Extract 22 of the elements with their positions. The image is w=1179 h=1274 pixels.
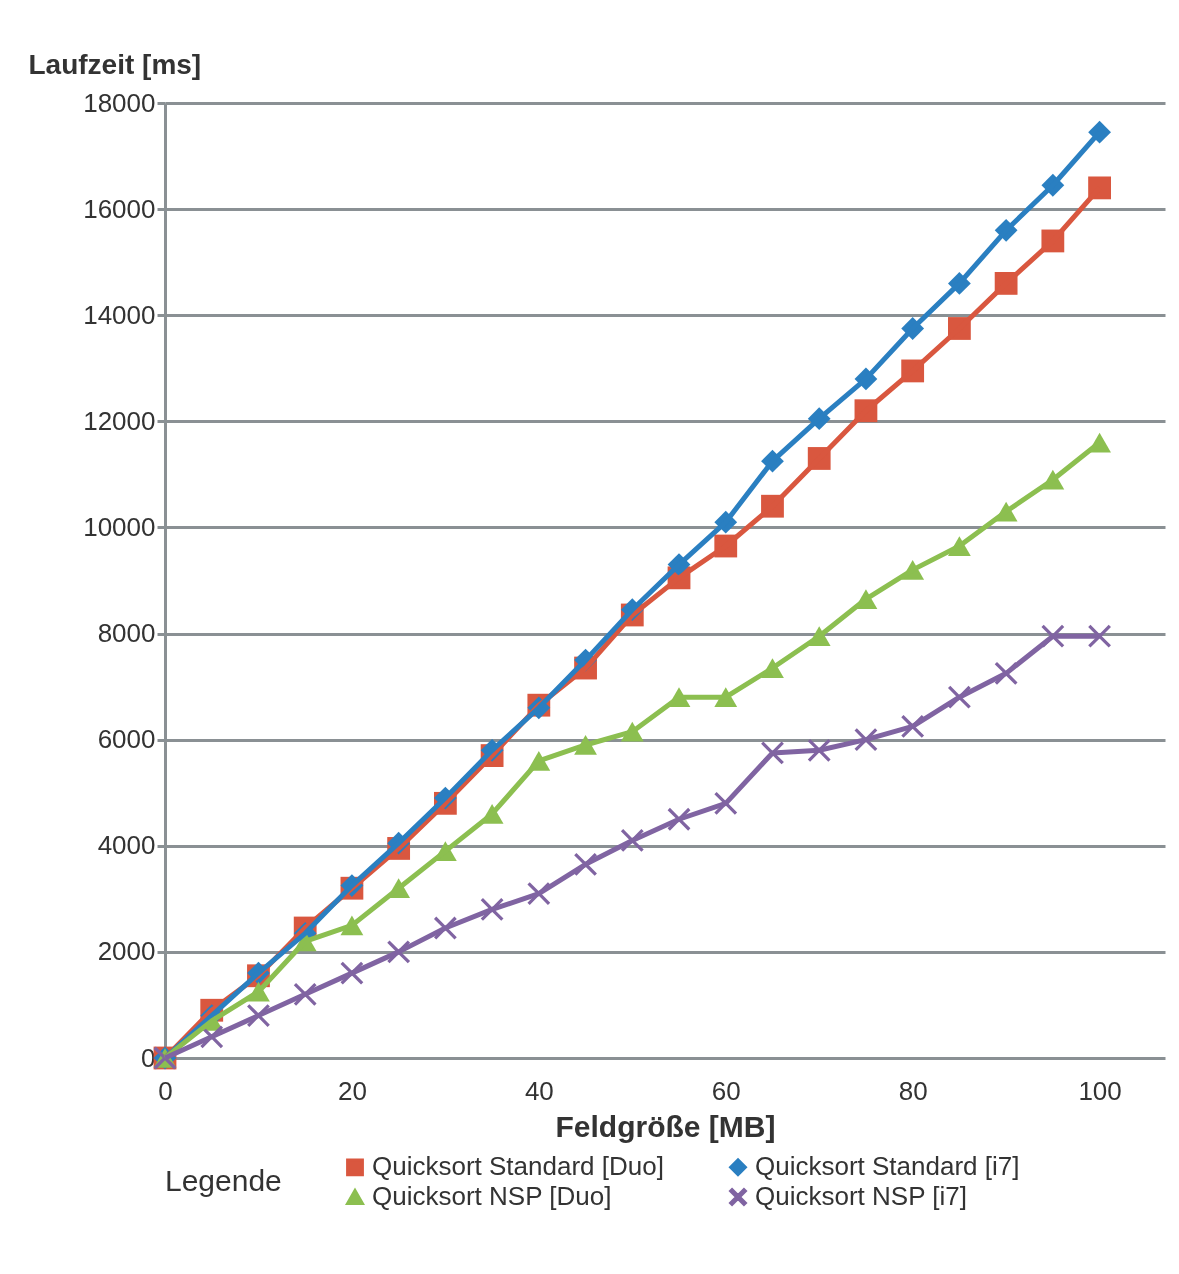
y-tick-label: 16000 — [83, 193, 156, 224]
x-tick-label: 80 — [898, 1075, 928, 1106]
x-tick-label: 100 — [1078, 1075, 1122, 1106]
y-axis-title: Laufzeit [ms] — [28, 48, 202, 80]
x-axis-title: Feldgröße [MB] — [555, 1109, 776, 1143]
x-tick-label: 20 — [337, 1075, 367, 1106]
x-tick-label: 60 — [711, 1075, 741, 1106]
legend-title: Legende — [165, 1164, 282, 1197]
legend-label: Quicksort NSP [i7] — [755, 1181, 967, 1211]
legend-label: Quicksort NSP [Duo] — [372, 1181, 612, 1211]
legend-label: Quicksort Standard [Duo] — [372, 1151, 664, 1182]
y-tick-label: 2000 — [97, 936, 156, 967]
y-tick-label: 0 — [141, 1042, 156, 1073]
y-tick-label: 4000 — [97, 830, 156, 861]
y-tick-label: 14000 — [83, 299, 156, 330]
y-tick-label: 6000 — [97, 724, 156, 755]
x-tick-label: 40 — [524, 1075, 554, 1106]
y-tick-label: 12000 — [83, 405, 156, 436]
y-tick-label: 8000 — [97, 618, 156, 649]
y-tick-label: 10000 — [83, 511, 156, 542]
legend-label: Quicksort Standard [i7] — [755, 1151, 1020, 1182]
y-tick-label: 18000 — [83, 87, 156, 118]
